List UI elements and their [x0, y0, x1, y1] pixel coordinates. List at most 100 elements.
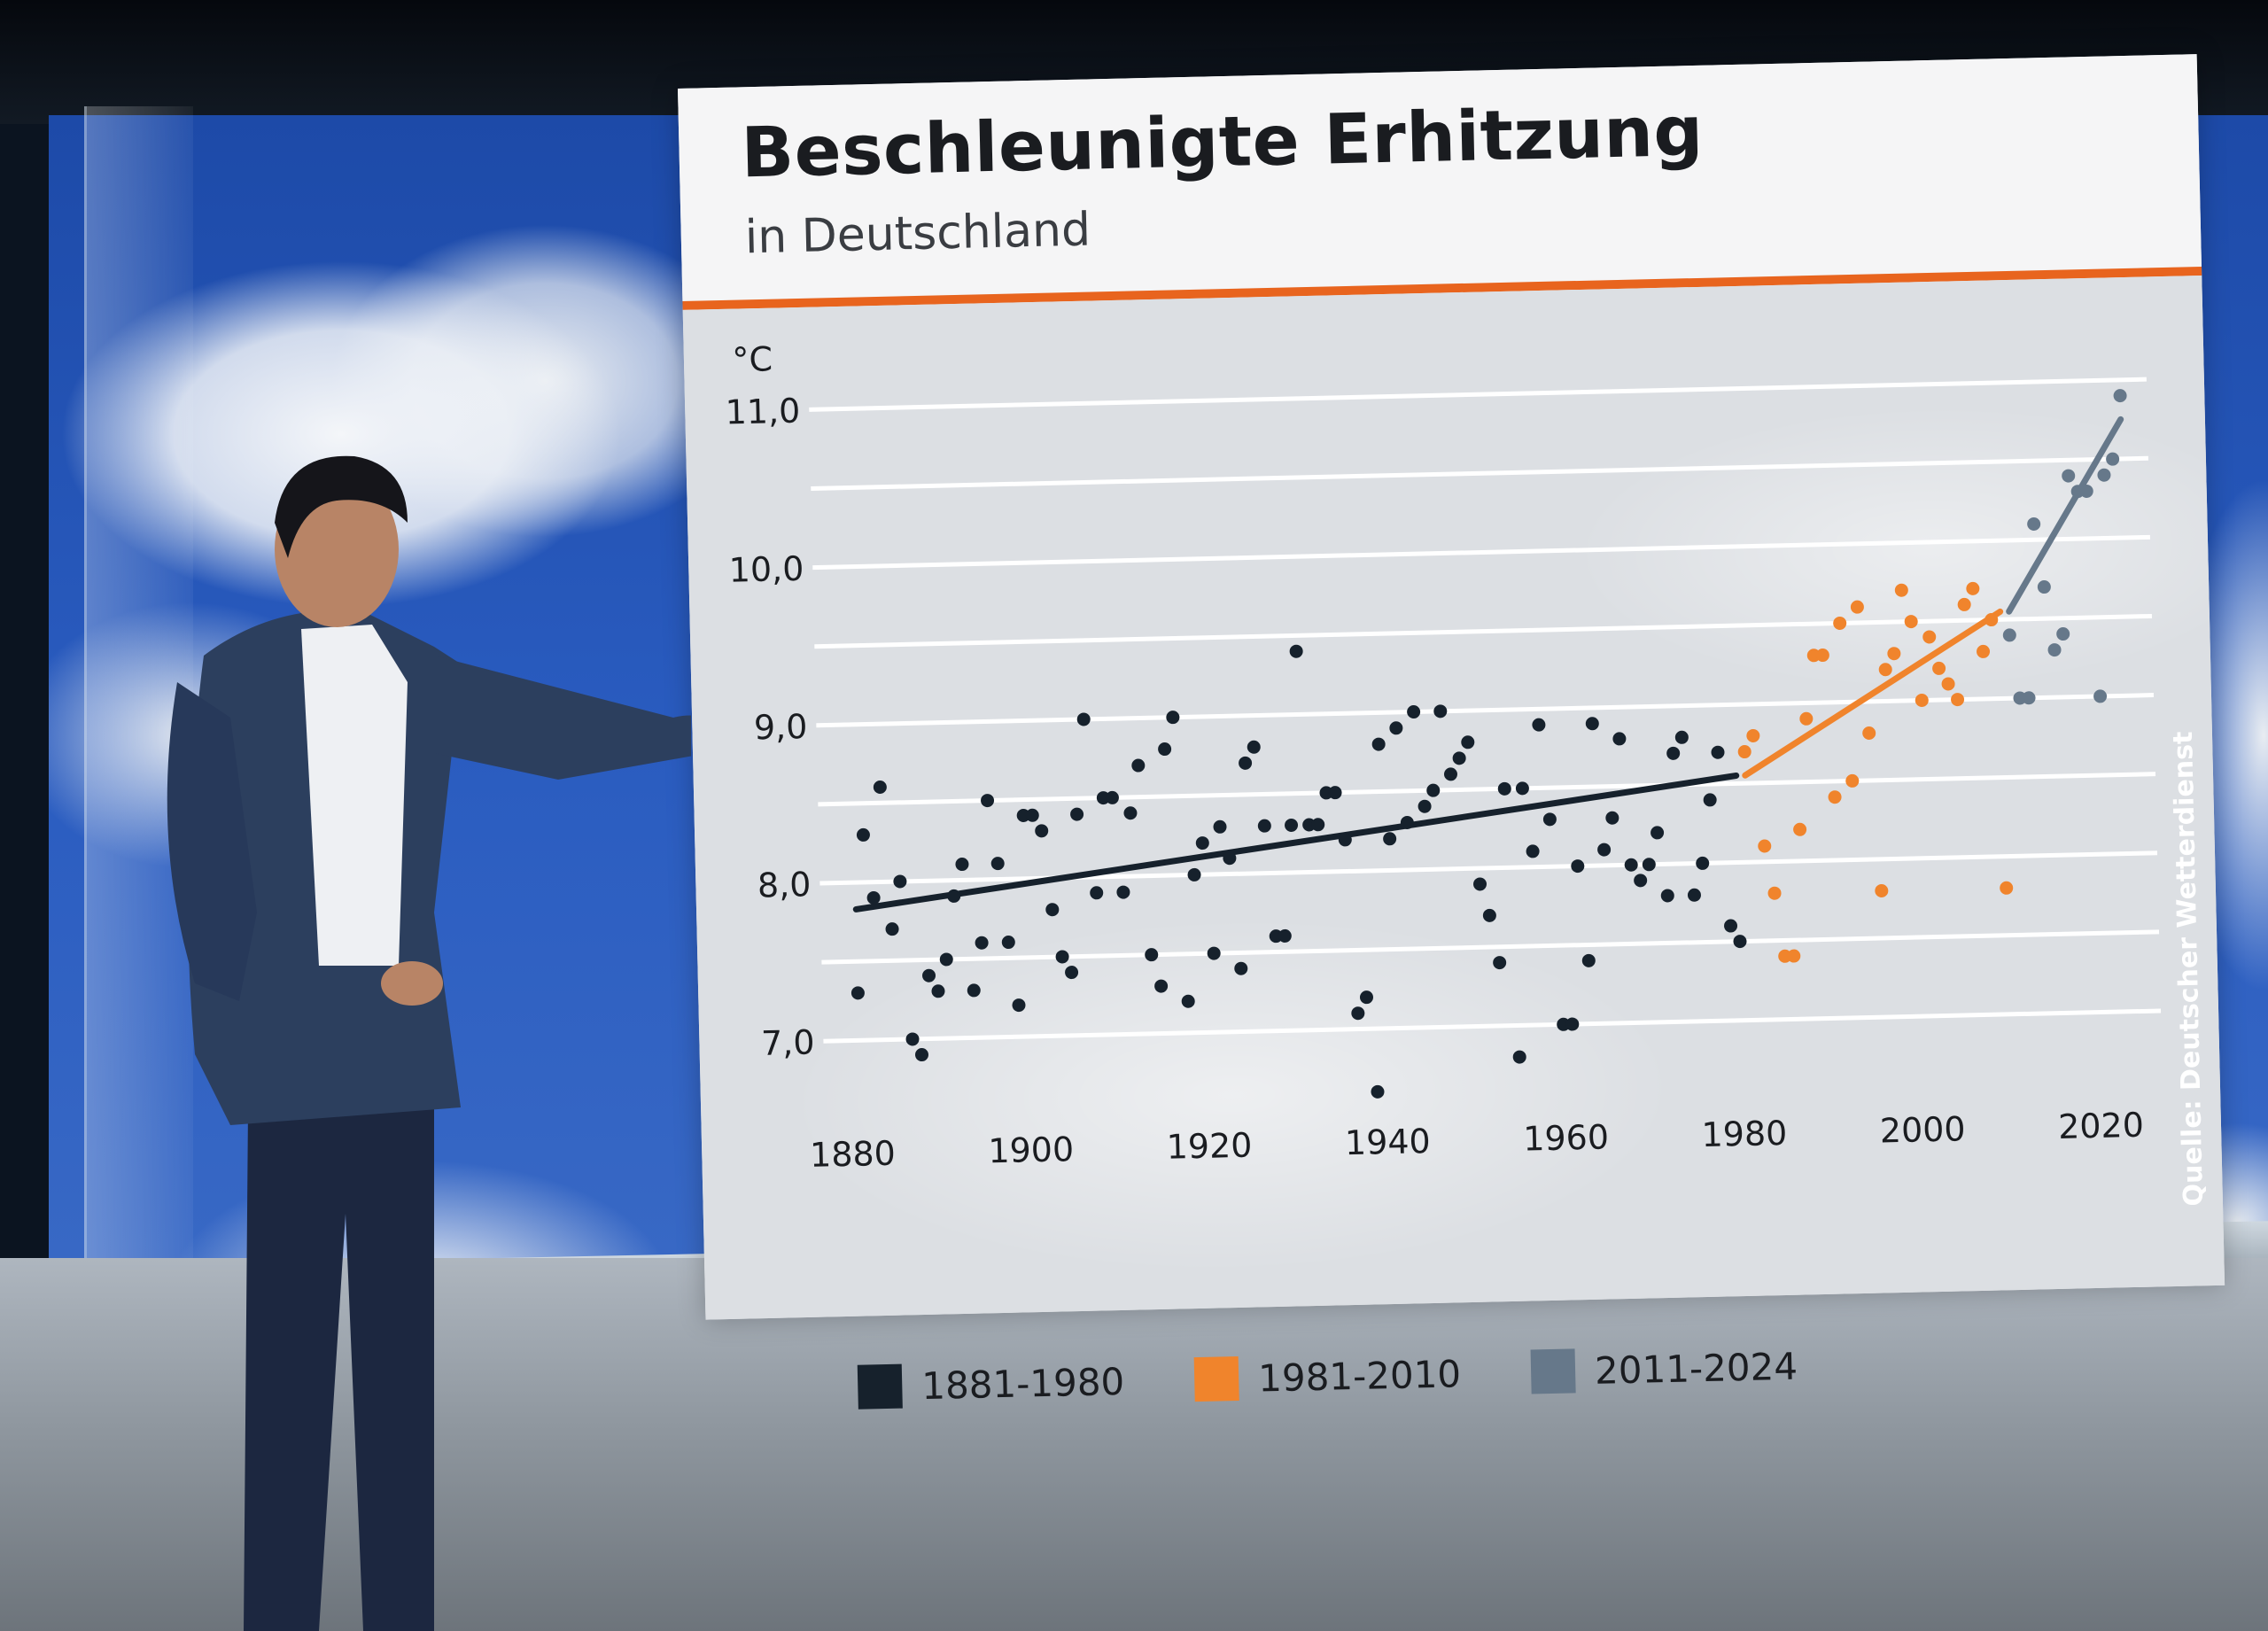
- data-point: [1383, 832, 1397, 846]
- data-point: [1418, 799, 1432, 813]
- chart-subtitle: in Deutschland: [744, 203, 1091, 265]
- legend-label-1881-1980: 1881-1980: [920, 1359, 1125, 1408]
- data-point: [1090, 886, 1104, 900]
- data-point: [1131, 758, 1146, 773]
- data-point: [1758, 839, 1772, 853]
- presenter-hair: [275, 455, 408, 558]
- data-point: [1642, 858, 1656, 872]
- data-point: [1234, 961, 1248, 975]
- y-tick-label: 10,0: [728, 549, 804, 590]
- data-point: [1407, 705, 1421, 719]
- data-point: [1526, 844, 1540, 858]
- data-point: [1493, 956, 1507, 970]
- data-point: [1070, 807, 1084, 821]
- legend-swatch-1981-2010: [1193, 1356, 1239, 1402]
- data-point: [1542, 812, 1557, 827]
- data-point: [1025, 808, 1039, 822]
- data-point: [1181, 994, 1195, 1008]
- data-point: [990, 857, 1005, 871]
- data-point: [850, 986, 865, 1000]
- data-point: [2062, 469, 2076, 483]
- data-point: [2079, 484, 2093, 498]
- data-point: [2056, 627, 2070, 641]
- data-point: [1389, 721, 1403, 735]
- data-point: [2027, 516, 2041, 531]
- data-point: [1597, 843, 1612, 857]
- presenter-legs: [244, 1107, 434, 1631]
- legend-label-2011-2024: 2011-2024: [1594, 1344, 1798, 1393]
- data-point: [1154, 979, 1169, 993]
- data-point: [1581, 953, 1596, 967]
- data-point: [1400, 815, 1414, 829]
- data-point: [1746, 728, 1760, 742]
- data-point: [1452, 751, 1466, 765]
- data-point: [1862, 726, 1876, 741]
- data-point: [2097, 468, 2111, 482]
- presenter-figure: [167, 455, 691, 1631]
- legend-swatch-2011-2024: [1530, 1348, 1576, 1394]
- data-point: [1532, 718, 1546, 732]
- data-point: [1065, 966, 1079, 980]
- y-axis-unit: °C: [732, 339, 773, 379]
- data-point: [1076, 712, 1091, 726]
- data-point: [1815, 649, 1829, 663]
- x-tick-label: 1900: [988, 1130, 1075, 1170]
- data-point: [866, 890, 881, 905]
- x-tick-label: 1920: [1166, 1126, 1253, 1167]
- x-tick-label: 1960: [1523, 1117, 1610, 1158]
- data-point: [2037, 580, 2051, 594]
- data-point: [1105, 790, 1119, 804]
- data-point: [1338, 833, 1352, 847]
- gridline: [821, 929, 2160, 965]
- data-point: [1482, 908, 1496, 922]
- data-point: [1850, 600, 1864, 614]
- data-point: [1887, 647, 1901, 661]
- data-point: [1145, 948, 1159, 962]
- data-point: [1793, 822, 1807, 836]
- data-point: [1894, 583, 1908, 597]
- data-point: [2000, 881, 2014, 895]
- scatter-chart: 7,0 8,0 9,0 10,0 11,0 °C 1880 1900 1920 1940 1960 1…: [725, 339, 2162, 1175]
- data-point: [1845, 773, 1860, 788]
- data-point: [1966, 581, 1980, 595]
- data-point: [975, 936, 989, 950]
- data-point: [1624, 858, 1638, 872]
- data-point: [1957, 597, 1971, 611]
- data-point: [967, 983, 981, 998]
- data-point: [1951, 693, 1965, 707]
- legend-item-1981-2010: 1981-2010: [1193, 1347, 1462, 1406]
- gridline: [811, 455, 2148, 491]
- data-point: [2047, 643, 2062, 657]
- data-point: [1311, 818, 1325, 832]
- gridline: [812, 534, 2150, 571]
- data-point: [1767, 886, 1782, 900]
- chart-header: Beschleunigte Erhitzung in Deutschland: [678, 54, 2202, 301]
- presenter-left-arm: [167, 682, 257, 1001]
- gridline: [819, 850, 2158, 886]
- x-tick-label: 1980: [1701, 1114, 1788, 1154]
- data-point: [1257, 819, 1271, 833]
- data-point: [1605, 811, 1619, 825]
- y-tick-label: 7,0: [761, 1022, 815, 1062]
- chart-card: Beschleunigte Erhitzung in Deutschland 7…: [678, 54, 2225, 1410]
- gridline: [809, 377, 2147, 412]
- data-point: [1239, 756, 1253, 770]
- y-tick-label: 11,0: [725, 392, 801, 432]
- data-point: [1737, 745, 1751, 759]
- data-point: [1285, 818, 1299, 832]
- data-point: [1674, 730, 1689, 744]
- data-point: [1035, 824, 1049, 838]
- data-point: [1207, 946, 1221, 960]
- data-point: [893, 874, 907, 889]
- x-tick-label: 2000: [1879, 1109, 1966, 1150]
- data-point: [1473, 877, 1487, 891]
- legend-label-1981-2010: 1981-2010: [1257, 1351, 1462, 1401]
- data-point: [1012, 998, 1026, 1013]
- data-point: [873, 781, 887, 795]
- trend-line: [2006, 416, 2124, 615]
- y-tick-label: 8,0: [757, 865, 811, 905]
- data-point: [1724, 919, 1738, 933]
- data-point: [1247, 740, 1261, 754]
- legend-swatch-1881-1980: [857, 1363, 903, 1410]
- data-point: [1941, 677, 1955, 691]
